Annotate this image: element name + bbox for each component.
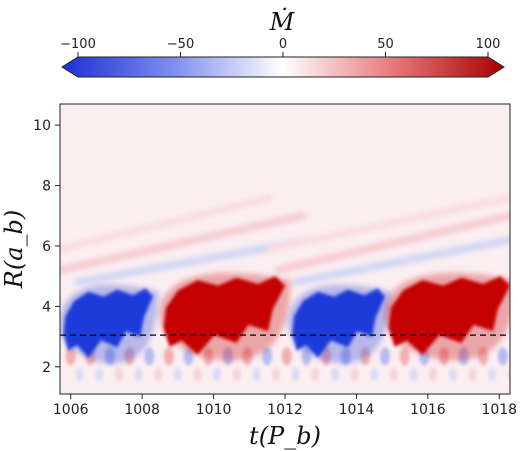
perturbation	[350, 367, 359, 382]
y-axis-ticks: 2 4 6 8 10	[33, 118, 60, 376]
colorbar-label: Ṁ	[269, 7, 296, 36]
perturbation	[311, 367, 320, 382]
perturbation	[380, 347, 390, 366]
colorbar-tick-label: 0	[279, 37, 287, 52]
lobe-body	[292, 288, 385, 358]
lobe-body	[388, 276, 510, 355]
y-tick-label: 6	[42, 239, 51, 255]
y-tick-label: 2	[42, 360, 51, 376]
x-tick-label: 1006	[53, 402, 89, 418]
streak	[292, 236, 510, 286]
y-axis-label: R(a_b)	[0, 210, 28, 289]
x-tick-label: 1014	[339, 402, 375, 418]
colorbar-tick-label: −100	[60, 37, 96, 52]
red-lobe-2	[384, 272, 510, 361]
perturbation	[370, 367, 379, 382]
perturbation	[193, 367, 202, 382]
perturbation	[252, 367, 261, 382]
perturbation	[291, 367, 300, 382]
outer-streaks	[60, 194, 510, 286]
perturbation	[232, 367, 241, 382]
perturbation	[409, 367, 418, 382]
x-tick-label: 1016	[410, 402, 446, 418]
perturbation	[173, 367, 182, 382]
perturbation	[272, 367, 281, 382]
streak	[267, 194, 510, 253]
perturbation	[65, 347, 76, 366]
y-tick-label: 8	[42, 179, 51, 195]
colorbar: Ṁ −100 −50 0 50 100	[60, 7, 505, 78]
x-tick-label: 1018	[481, 402, 517, 418]
y-tick-label: 10	[33, 118, 51, 134]
streak	[274, 212, 510, 274]
perturbation	[468, 367, 477, 382]
blue-lobe-1	[60, 284, 159, 364]
colorbar-tick-label: −50	[167, 37, 194, 52]
perturbation	[429, 367, 438, 382]
perturbation	[213, 367, 222, 382]
perturbation	[497, 347, 508, 366]
colorbar-tick-label: 100	[476, 37, 501, 52]
x-tick-label: 1008	[124, 402, 160, 418]
perturbation	[488, 367, 497, 382]
perturbation	[75, 367, 84, 382]
colorbar-gradient	[61, 56, 505, 78]
perturbation	[399, 347, 410, 366]
x-axis-ticks: 1006 1008 1010 1012 1014 1016 1018	[53, 394, 517, 418]
y-tick-label: 4	[42, 299, 51, 315]
blue-lobe-2	[288, 284, 391, 364]
x-axis-label: t(P_b)	[249, 422, 321, 450]
perturbation	[281, 347, 292, 366]
perturbation	[262, 347, 273, 366]
streak	[60, 212, 307, 274]
perturbation	[331, 367, 339, 382]
perturbation	[507, 368, 510, 381]
perturbation	[448, 367, 457, 382]
x-tick-label: 1012	[267, 402, 303, 418]
colorbar-ticks: −100 −50 0 50 100	[60, 37, 500, 57]
perturbation	[114, 367, 123, 382]
perturbation	[163, 347, 174, 366]
plot-area: 1006 1008 1010 1012 1014 1016 1018 2 4 6 8 10 t(P_…	[0, 103, 517, 450]
perturbation	[134, 367, 143, 382]
streak	[60, 194, 275, 253]
x-tick-label: 1010	[196, 402, 232, 418]
lobe-body	[63, 288, 153, 358]
perturbation	[144, 347, 155, 366]
perturbation	[95, 367, 104, 382]
perturbation	[154, 367, 163, 382]
perturbation	[389, 367, 398, 382]
colorbar-tick-label: 50	[377, 37, 394, 52]
heatmap-field	[60, 194, 510, 382]
